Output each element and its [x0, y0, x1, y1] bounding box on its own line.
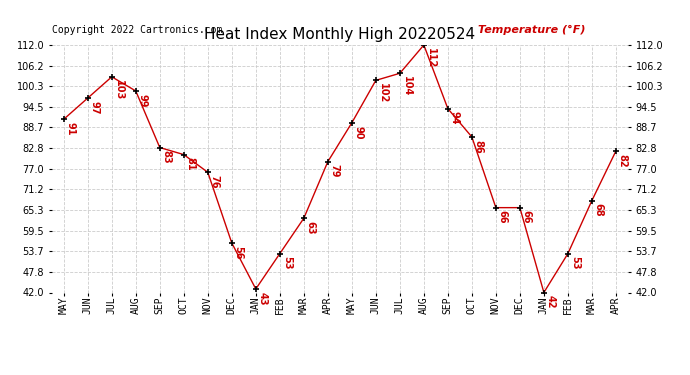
Text: 56: 56 — [234, 246, 244, 259]
Text: 66: 66 — [497, 210, 508, 224]
Text: 102: 102 — [378, 83, 388, 104]
Text: 86: 86 — [474, 140, 484, 153]
Text: 82: 82 — [618, 154, 628, 168]
Title: Heat Index Monthly High 20220524: Heat Index Monthly High 20220524 — [204, 27, 475, 42]
Text: Temperature (°F): Temperature (°F) — [478, 25, 586, 35]
Text: 79: 79 — [330, 165, 339, 178]
Text: 53: 53 — [282, 256, 292, 270]
Text: 83: 83 — [161, 150, 172, 164]
Text: 63: 63 — [306, 221, 316, 234]
Text: 97: 97 — [90, 101, 99, 114]
Text: 43: 43 — [258, 292, 268, 305]
Text: 90: 90 — [354, 126, 364, 139]
Text: 76: 76 — [210, 175, 219, 189]
Text: 112: 112 — [426, 48, 436, 68]
Text: 99: 99 — [138, 94, 148, 107]
Text: 42: 42 — [546, 295, 556, 309]
Text: 53: 53 — [570, 256, 580, 270]
Text: 81: 81 — [186, 158, 196, 171]
Text: 94: 94 — [450, 111, 460, 125]
Text: 66: 66 — [522, 210, 532, 224]
Text: 103: 103 — [114, 80, 124, 100]
Text: Copyright 2022 Cartronics.com: Copyright 2022 Cartronics.com — [52, 25, 222, 35]
Text: 68: 68 — [594, 203, 604, 217]
Text: 104: 104 — [402, 76, 412, 96]
Text: 91: 91 — [66, 122, 76, 135]
